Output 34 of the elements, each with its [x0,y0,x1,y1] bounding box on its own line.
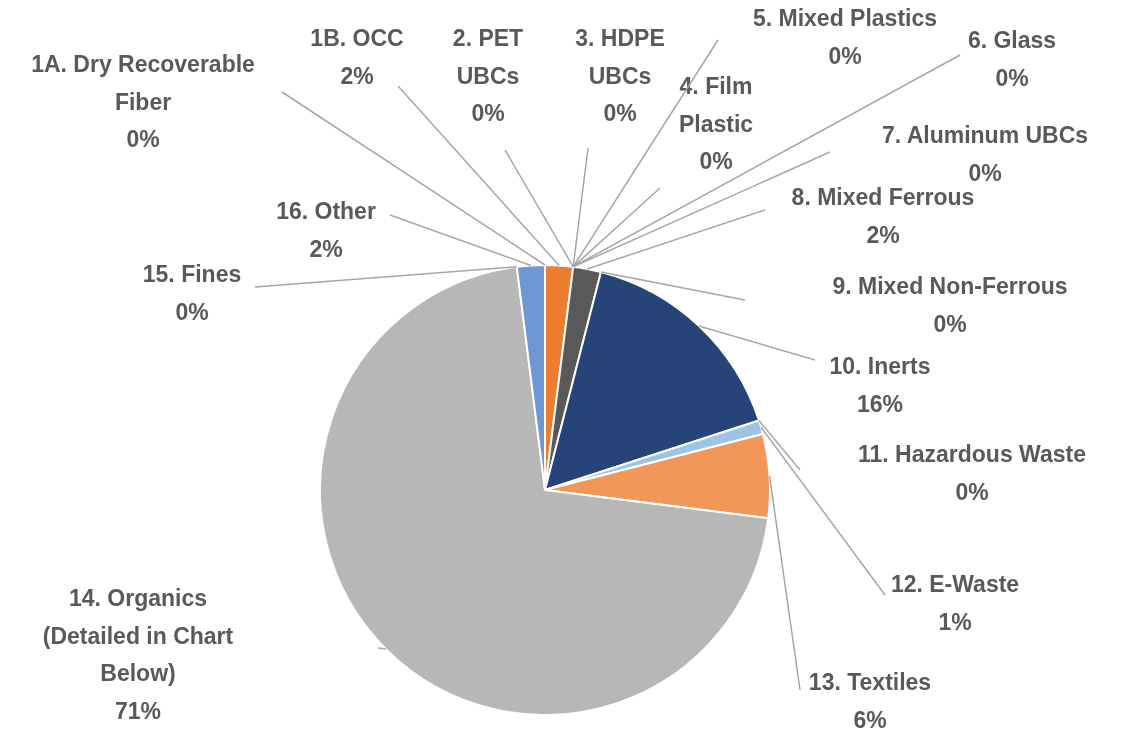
data-label: 6% [853,706,887,733]
category-label: 3. HDPE UBCs [575,25,665,89]
text: 0% [471,100,505,127]
slice-label: 8. Mixed Ferrous [791,184,975,211]
slice-label: 1B. OCC [310,25,404,52]
text: 0% [175,298,209,325]
text: 0% [933,310,967,337]
text: 0% [968,159,1002,186]
text: 0% [828,42,862,69]
slice-label: 12. E-Waste [890,571,1020,598]
text: 0% [699,148,733,175]
slice-label: 16. Other [276,198,376,225]
data-label: 71% [114,697,162,724]
category-label: 7. Aluminum UBCs [881,122,1089,149]
text: 0% [603,100,637,127]
data-label: 2% [866,221,900,248]
data-label: 2% [309,235,343,262]
category-label: 9. Mixed Non-Ferrous [832,273,1068,300]
data-label: 1% [938,608,972,635]
category-label: 15. Fines [142,261,242,288]
category-label: 6. Glass [967,27,1057,54]
data-label: 16% [856,390,904,417]
slice-label: 13. Textiles [808,669,932,696]
category-label: 11. Hazardous Waste [858,441,1086,468]
slice-label: 14. Organics (Detailed in Chart Below) [42,585,234,687]
text: 0% [995,64,1029,91]
text: 0% [126,126,160,153]
text: 0% [955,478,989,505]
category-label: 2. PET UBCs [452,25,524,89]
slice-label: 10. Inerts [829,353,931,380]
category-label: 5. Mixed Plastics [752,5,938,32]
category-label: 1A. Dry Recoverable Fiber [31,51,255,115]
category-label: 4. Film Plastic [678,73,754,137]
data-label: 2% [340,62,374,89]
